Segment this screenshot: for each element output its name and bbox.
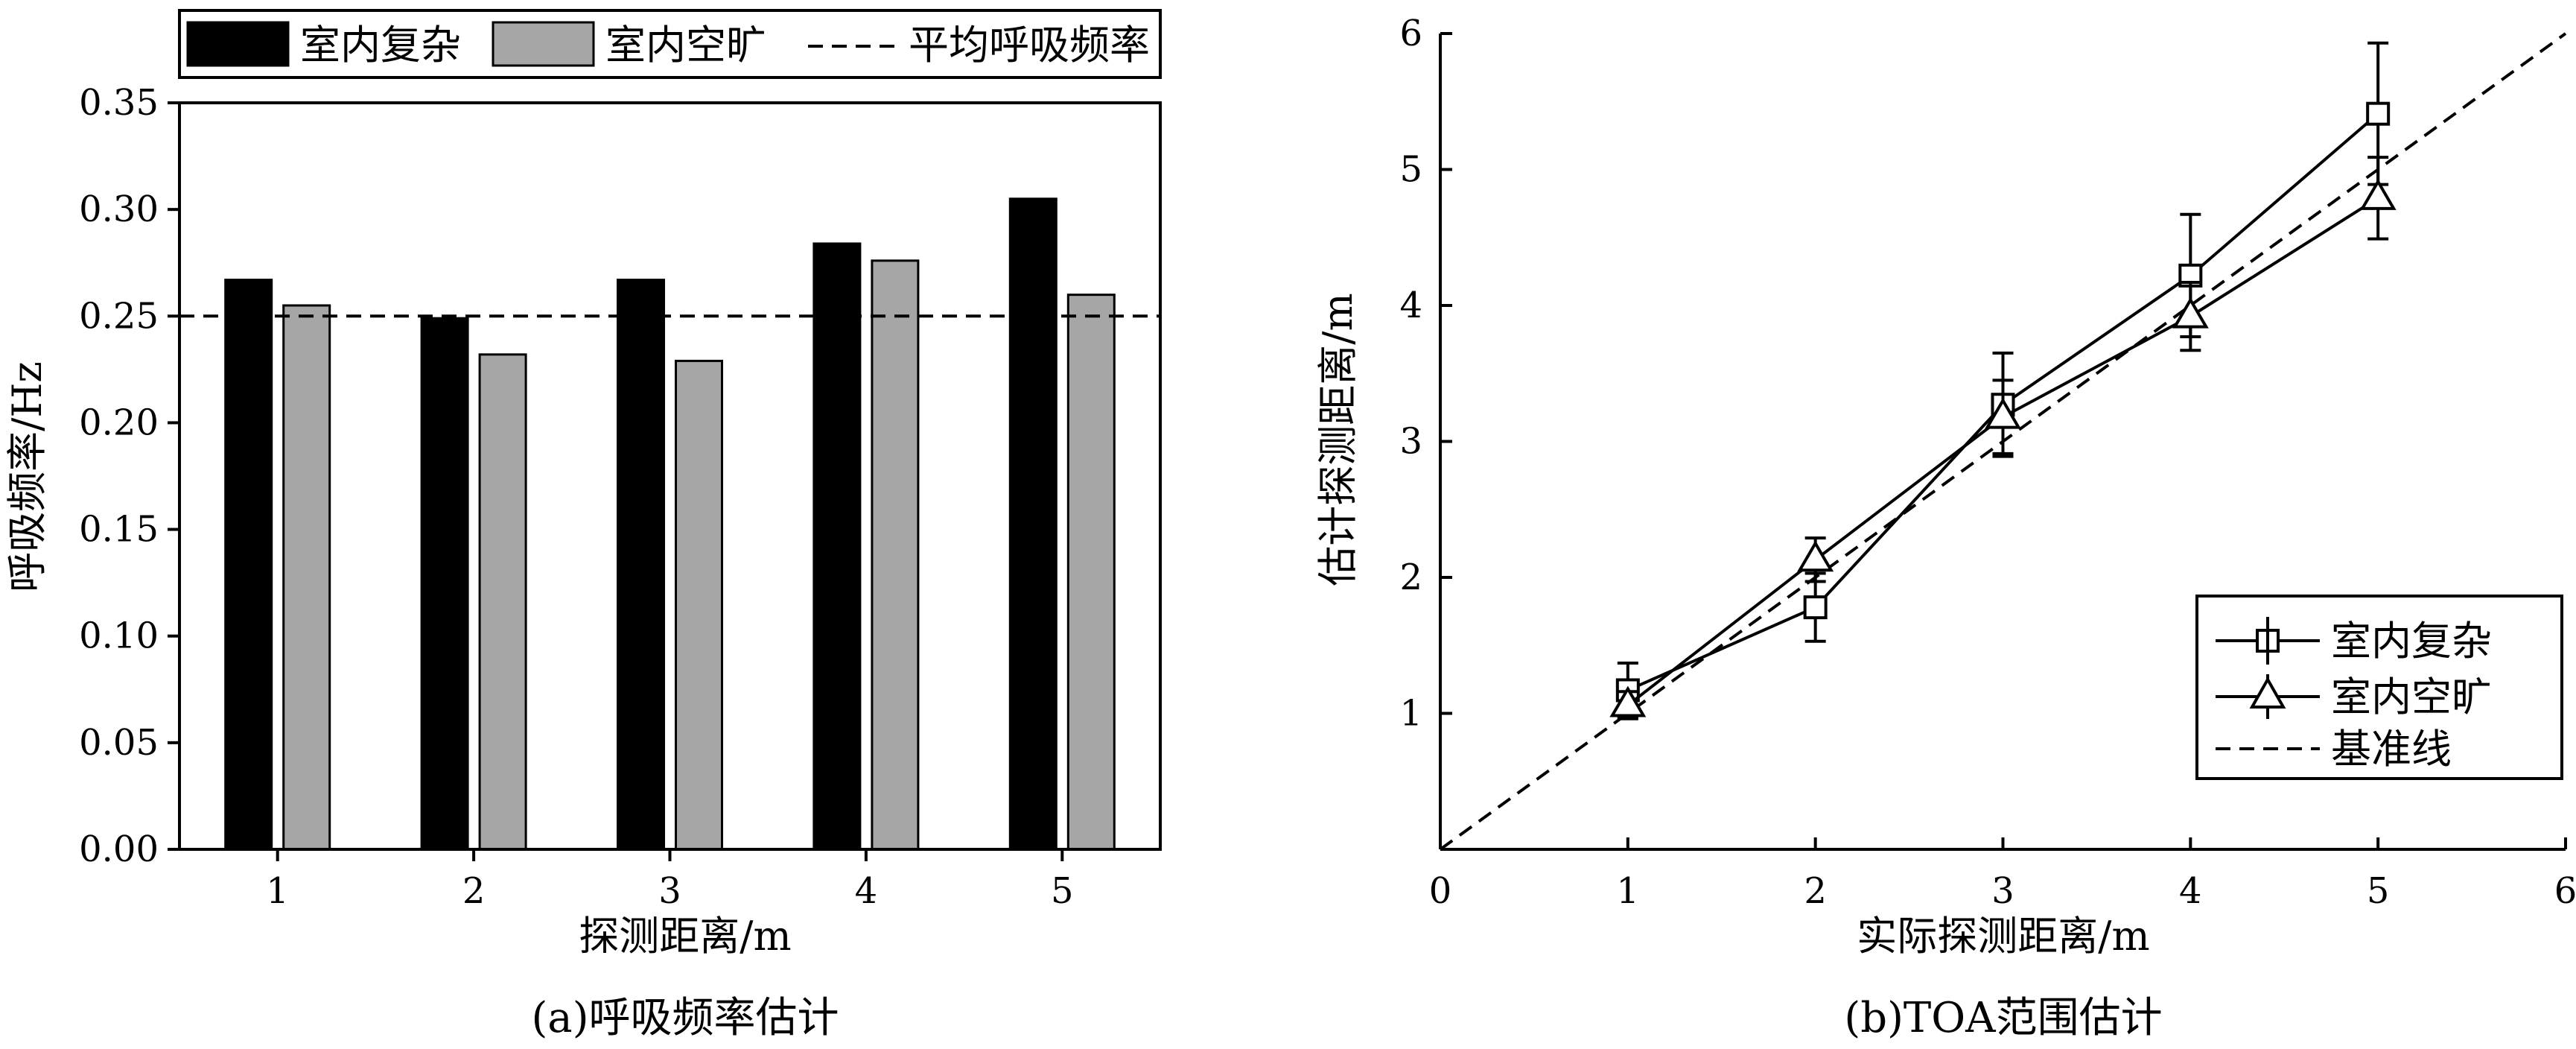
x-tick-label: 6 xyxy=(2554,870,2576,912)
bar xyxy=(1066,294,1116,851)
legend-label-avg: 平均呼吸频率 xyxy=(909,22,1150,69)
x-tick-label: 5 xyxy=(2367,870,2390,912)
y-tick-label: 2 xyxy=(1399,557,1422,598)
chart-caption: (a)呼吸频率估计 xyxy=(531,994,839,1042)
y-tick-label: 0.00 xyxy=(79,828,159,870)
x-tick-label: 2 xyxy=(462,870,486,912)
series-group xyxy=(1609,41,2397,720)
legend-label-complex: 室内复杂 xyxy=(2331,618,2492,665)
y-tick-label: 4 xyxy=(1399,285,1422,326)
bar xyxy=(1008,197,1058,851)
bar xyxy=(420,317,469,851)
bar xyxy=(617,279,665,851)
x-tick-label: 3 xyxy=(658,870,681,912)
y-tick-label: 0.05 xyxy=(79,722,159,764)
y-tick-label: 1 xyxy=(1399,693,1422,735)
legend-swatch-complex xyxy=(186,21,290,67)
y-ticks: 1 2 3 4 5 6 xyxy=(1399,13,1452,735)
bar xyxy=(224,279,273,851)
data-point-triangle xyxy=(2359,178,2397,210)
legend-label-open: 室内空旷 xyxy=(2331,674,2492,720)
data-point-square xyxy=(1803,595,1828,620)
data-point-square xyxy=(2366,101,2391,126)
legend-label-open: 室内空旷 xyxy=(605,22,766,69)
bar xyxy=(812,242,862,851)
legend-box xyxy=(178,9,1162,79)
y-tick-label: 0.15 xyxy=(79,509,159,551)
data-point-triangle xyxy=(1609,685,1647,717)
bar-chart-a: 0.00 0.05 0.10 0.15 0.20 0.25 0.30 0.35 1 2 3 4 5 探… xyxy=(4,9,1162,1042)
y-tick-label: 5 xyxy=(1399,149,1422,191)
x-tick-label: 4 xyxy=(855,870,878,912)
y-tick-label: 0.30 xyxy=(79,188,159,230)
x-tick-label: 3 xyxy=(1991,870,2014,912)
bar xyxy=(675,359,723,851)
x-axis-label: 探测距离/m xyxy=(579,913,791,960)
legend-box xyxy=(2195,595,2563,780)
legend-marker-triangle xyxy=(2249,676,2286,709)
bar-group xyxy=(224,197,1116,851)
legend: 室内复杂 室内空旷 基准线 xyxy=(2195,595,2563,780)
bar xyxy=(478,353,527,851)
data-point-triangle xyxy=(1797,540,1834,572)
x-tick-label: 5 xyxy=(1051,870,1074,912)
y-tick-label: 0.20 xyxy=(79,402,159,443)
line-chart-b: 1 2 3 4 5 6 0 1 2 3 4 5 6 实际探测距离/m 估计探测距离/m (b)TOA范… xyxy=(1314,13,2576,1042)
legend: 室内复杂 室内空旷 平均呼吸频率 xyxy=(178,9,1162,79)
x-tick-label: 2 xyxy=(1804,870,1827,912)
y-tick-label: 0.25 xyxy=(79,295,159,337)
y-tick-label: 3 xyxy=(1399,421,1422,463)
x-axis-label: 实际探测距离/m xyxy=(1857,913,2149,960)
x-ticks: 0 1 2 3 4 5 6 xyxy=(1429,837,2576,912)
legend-label-complex: 室内复杂 xyxy=(300,22,461,69)
legend-label-baseline: 基准线 xyxy=(2331,726,2452,773)
x-tick-label: 4 xyxy=(2179,870,2202,912)
y-ticks: 0.00 0.05 0.10 0.15 0.20 0.25 0.30 0.35 xyxy=(79,82,179,870)
bar xyxy=(871,259,920,851)
data-point-triangle xyxy=(1985,397,2021,429)
x-tick-label: 0 xyxy=(1429,870,1452,912)
chart-caption: (b)TOA范围估计 xyxy=(1844,994,2162,1042)
bar xyxy=(282,304,331,851)
x-ticks: 1 2 3 4 5 xyxy=(266,849,1074,912)
y-tick-label: 0.10 xyxy=(79,615,159,657)
legend-swatch-open xyxy=(492,21,595,67)
x-tick-label: 1 xyxy=(266,870,289,912)
data-point-triangle xyxy=(2172,297,2209,329)
y-axis-label: 估计探测距离/m xyxy=(1314,293,1361,586)
y-axis-label: 呼吸频率/Hz xyxy=(4,361,51,592)
y-tick-label: 0.35 xyxy=(79,82,159,124)
y-tick-label: 6 xyxy=(1399,13,1422,54)
x-tick-label: 1 xyxy=(1617,870,1640,912)
